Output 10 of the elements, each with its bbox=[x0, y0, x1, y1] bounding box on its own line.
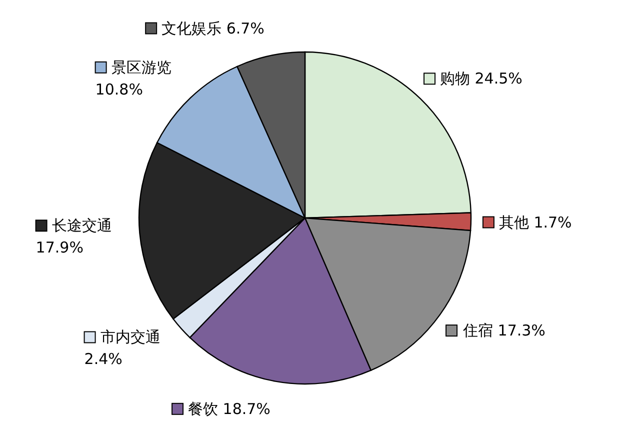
legend-label: 购物 24.5% bbox=[440, 70, 522, 88]
legend-label: 景区游览 bbox=[111, 58, 172, 76]
legend-label: 长途交通 bbox=[52, 216, 112, 235]
data-label: 2.4% bbox=[84, 350, 122, 368]
legend-label: 市内交通 bbox=[100, 328, 160, 346]
data-label: 10.8% bbox=[95, 80, 143, 98]
legend-label: 其他 1.7% bbox=[498, 213, 572, 232]
legend-label: 住宿 17.3% bbox=[462, 322, 546, 340]
legend-label: 餐饮 18.7% bbox=[188, 400, 270, 418]
data-label: 17.9% bbox=[36, 238, 84, 257]
